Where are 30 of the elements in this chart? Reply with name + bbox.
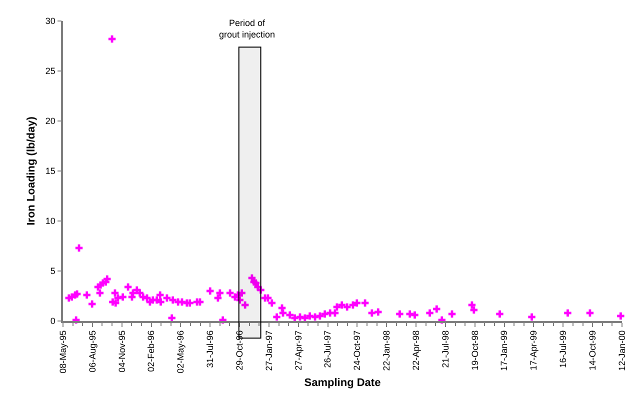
y-tick-label: 10	[45, 216, 56, 226]
x-tick-label: 02-May-96	[176, 330, 186, 374]
x-tick-label: 26-Jul-97	[322, 330, 333, 368]
y-tick-label: 20	[45, 116, 56, 126]
x-tick-label: 12-Jan-00	[616, 330, 627, 371]
x-tick-label: 16-Jul-99	[558, 330, 568, 368]
x-tick-label: 08-May-95	[58, 330, 68, 374]
y-tick-label: 0	[50, 316, 56, 326]
x-tick-label: 27-Jan-97	[264, 330, 274, 371]
x-tick-label: 31-Jul-96	[205, 330, 216, 368]
band-label: Period of grout injection	[219, 18, 276, 40]
x-tick-label: 27-Apr-97	[293, 330, 304, 370]
x-tick-label: 06-Aug-95	[87, 330, 98, 372]
x-tick-label: 21-Jul-98	[440, 330, 450, 368]
x-axis-title: Sampling Date	[304, 377, 381, 390]
x-tick-label: 22-Apr-98	[410, 330, 421, 370]
y-axis-title: Iron Loading (lb/day)	[26, 116, 38, 226]
x-tick-label: 19-Oct-98	[470, 330, 480, 370]
x-tick-label: 02-Feb-96	[146, 330, 156, 372]
y-tick-label: 5	[50, 266, 56, 276]
x-tick-label: 24-Oct-97	[352, 330, 362, 370]
y-tick-label: 30	[45, 16, 56, 26]
y-tick-label: 25	[45, 66, 56, 76]
x-tick-label: 04-Nov-95	[116, 330, 127, 372]
y-tick-label: 15	[45, 166, 56, 176]
x-tick-label: 14-Oct-99	[588, 330, 598, 370]
x-tick-label: 29-Oct-96	[234, 330, 244, 370]
x-tick-label: 17-Jan-99	[499, 330, 510, 371]
x-tick-label: 22-Jan-98	[382, 330, 392, 371]
x-tick-label: 17-Apr-99	[528, 330, 539, 370]
